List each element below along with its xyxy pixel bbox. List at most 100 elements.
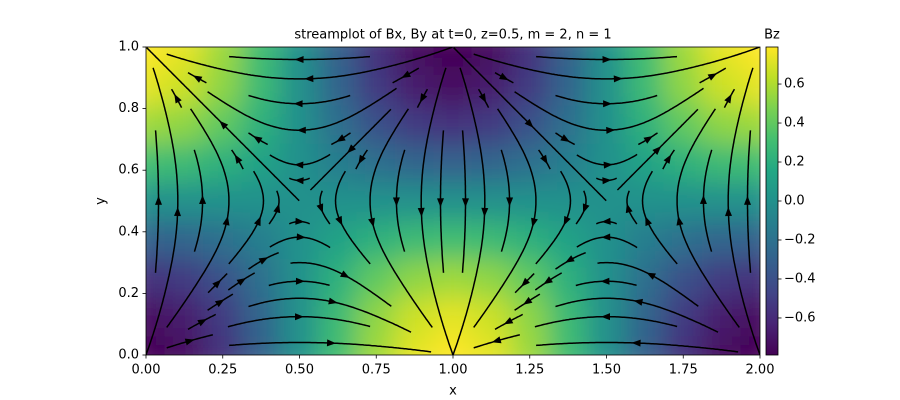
heat-cell [433, 65, 473, 106]
x-tick-label: 0.50 [285, 363, 314, 378]
heat-cell [279, 335, 320, 355]
heat-cell [356, 142, 396, 183]
y-tick-label: 1.0 [118, 40, 139, 55]
stream-arrow [478, 93, 487, 103]
heat-cell [471, 181, 512, 221]
y-tick-label: 0.2 [118, 286, 139, 301]
colorbar-tick-label: 0.2 [784, 155, 805, 170]
stream-arrow [491, 336, 502, 344]
heat-cell [433, 47, 473, 67]
stream-arrow [462, 198, 469, 208]
stream-arrow [294, 56, 304, 63]
heat-cell [433, 258, 473, 298]
heat-cell [701, 65, 742, 106]
x-tick-label: 0.00 [132, 363, 161, 378]
heat-cell [203, 219, 243, 260]
heat-cell [740, 258, 760, 298]
x-tick-label: 1.50 [592, 363, 621, 378]
heat-cell [586, 47, 627, 67]
heat-cell [164, 258, 205, 298]
heat-cell [318, 47, 358, 67]
heat-cell [586, 335, 627, 355]
stream-arrow [531, 217, 538, 228]
y-tick-label: 0.0 [118, 348, 139, 363]
streamlines [146, 47, 760, 355]
stream-arrow [724, 93, 732, 104]
heat-cell [433, 335, 473, 355]
heat-cell [510, 219, 550, 260]
heat-cell [701, 258, 742, 298]
heat-cell [394, 65, 435, 106]
heat-cell [510, 65, 550, 106]
stream-arrow [336, 134, 346, 142]
stream-arrow [601, 313, 610, 321]
stream-arrow [295, 313, 304, 321]
heat-cell [433, 296, 473, 337]
heat-cell [510, 47, 550, 67]
stream-arrow [214, 299, 225, 308]
heat-cell [471, 258, 512, 298]
stream-arrow [340, 270, 350, 278]
stream-arrow [643, 136, 653, 144]
stream-arrow [236, 278, 247, 286]
stream-arrow [258, 257, 269, 265]
heat-cell [548, 258, 588, 298]
stream-arrow [631, 339, 641, 347]
stream-arrow [254, 216, 261, 227]
stream-arrow [602, 177, 612, 185]
heat-cell [279, 258, 320, 298]
stream-arrow [565, 255, 575, 263]
stream-arrow [633, 298, 643, 306]
heat-cell [164, 181, 205, 221]
stream-arrow [294, 161, 304, 169]
x-tick-label: 1.25 [515, 363, 544, 378]
stream-arrow [563, 215, 571, 226]
stream-arrow [699, 195, 707, 204]
stream-arrow [499, 72, 509, 81]
heat-cell [146, 219, 166, 260]
heat-cell [356, 47, 396, 67]
stream-arrow [601, 233, 611, 241]
stream-arrow [603, 100, 613, 108]
stream-arrow [234, 154, 243, 164]
stream-arrow [219, 120, 229, 130]
heat-cell [471, 104, 512, 144]
x-tick-label: 1.75 [669, 363, 698, 378]
heat-cell [663, 47, 703, 67]
heat-cell [241, 335, 281, 355]
stream-arrow [174, 207, 181, 217]
heat-cell [740, 104, 760, 144]
heat-cell [203, 181, 243, 221]
heat-cell [146, 104, 166, 144]
stream-arrow [304, 75, 314, 83]
stream-arrow [523, 296, 533, 305]
stream-arrow [326, 339, 336, 347]
x-tick-label: 0.75 [362, 363, 391, 378]
heat-cell [203, 65, 243, 106]
stream-arrow [417, 207, 425, 217]
colorbar-label: Bz [764, 28, 780, 43]
heat-cell [356, 65, 396, 106]
heat-cell [203, 47, 243, 67]
heat-cell [663, 258, 703, 298]
heat-cell [203, 335, 243, 355]
stream-arrow [652, 146, 662, 155]
stream-arrow [646, 272, 656, 280]
stream-arrow [437, 198, 444, 208]
heat-cell [625, 335, 665, 355]
heat-cell [241, 258, 281, 298]
y-axis-label: y [94, 197, 109, 205]
x-tick-label: 0.25 [208, 363, 237, 378]
heat-cell [510, 181, 550, 221]
stream-arrow [676, 216, 684, 226]
stream-arrow [358, 154, 366, 165]
colorbar-tick-label: −0.6 [784, 310, 816, 325]
heat-cell [625, 258, 665, 298]
stream-arrow [603, 161, 613, 169]
heat-cell [586, 65, 627, 106]
heat-cell [356, 335, 396, 355]
heat-cell [394, 258, 435, 298]
heat-cell [586, 258, 627, 298]
heat-cell [164, 104, 205, 144]
